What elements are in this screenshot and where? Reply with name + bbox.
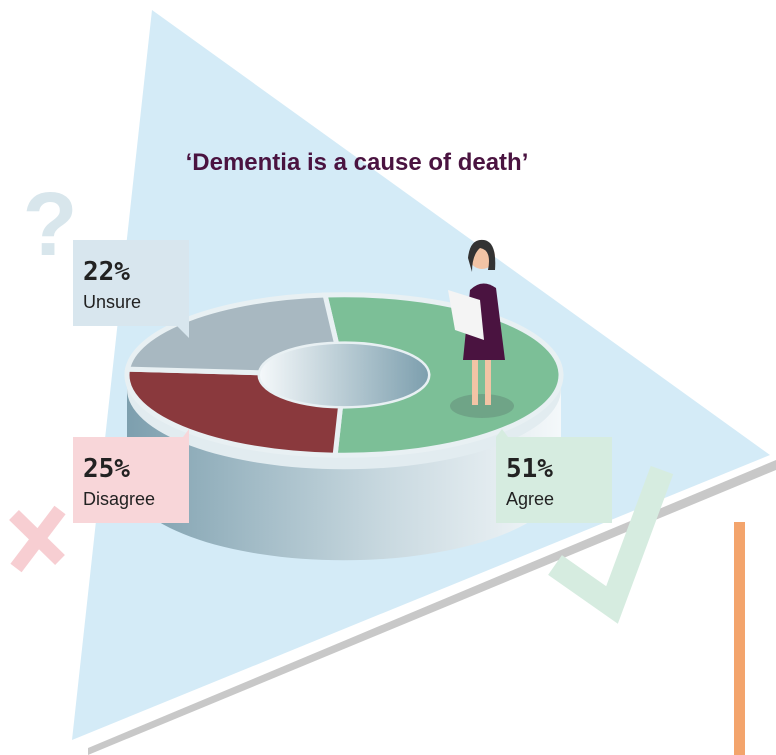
value-label: 51% <box>506 454 553 484</box>
category-label: Disagree <box>83 489 155 509</box>
label-pointer <box>496 429 508 437</box>
figure <box>448 239 514 418</box>
value-label: 22% <box>83 257 130 287</box>
donut-hole <box>260 343 428 407</box>
label-box <box>73 437 189 523</box>
shadow-band <box>88 460 776 755</box>
donut-chart <box>124 292 564 561</box>
label-pointer <box>177 326 189 338</box>
category-label: Agree <box>506 489 554 509</box>
check-icon <box>548 465 674 624</box>
question-icon: ? <box>23 175 78 275</box>
category-label: Unsure <box>83 292 141 312</box>
value-label: 25% <box>83 454 130 484</box>
accent-bar <box>734 522 745 755</box>
cross-icon <box>9 505 66 573</box>
label-box <box>73 240 189 326</box>
chart-title: ‘Dementia is a cause of death’ <box>186 149 529 176</box>
label-box <box>496 437 612 523</box>
label-pointer <box>183 429 189 437</box>
